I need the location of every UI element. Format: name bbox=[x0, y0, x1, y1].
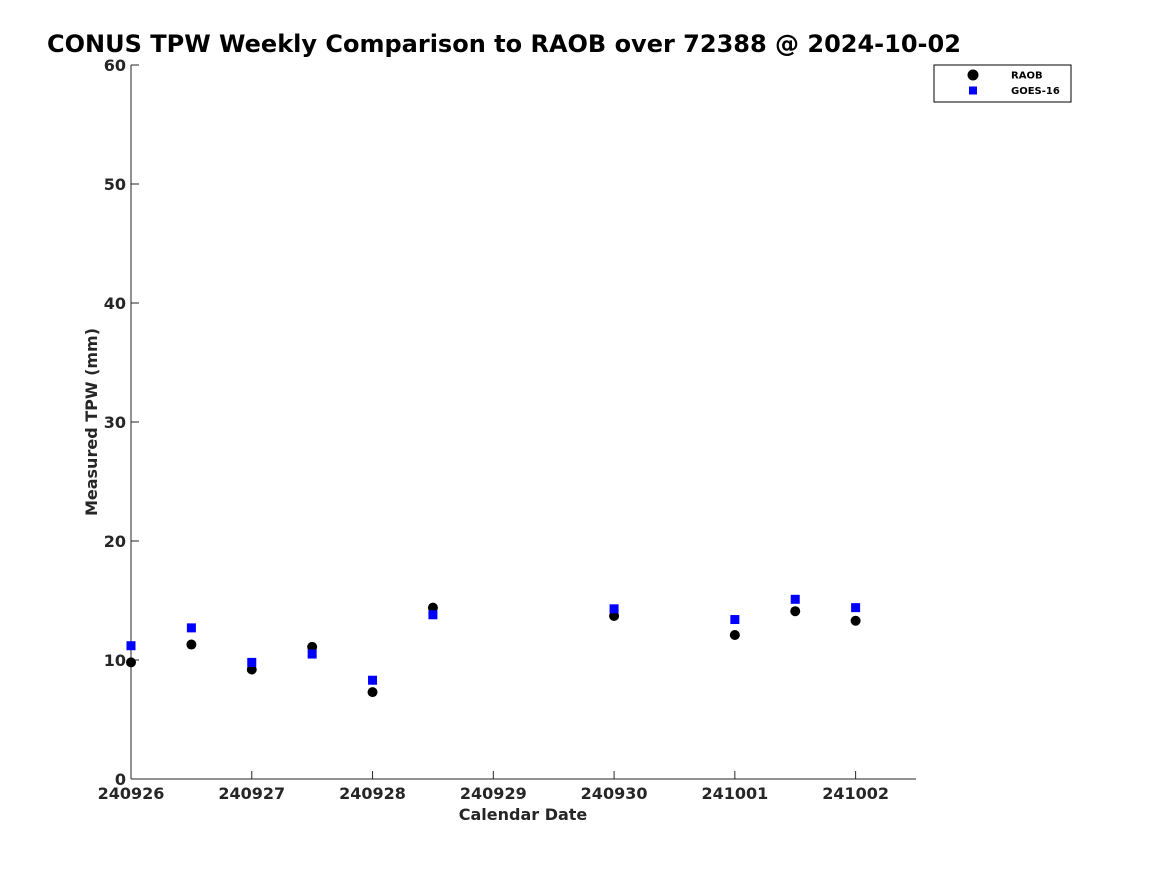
point-raob bbox=[729, 630, 740, 641]
point-goes-16 bbox=[730, 615, 740, 625]
x-axis-label: Calendar Date bbox=[459, 805, 588, 824]
y-axis-label: Measured TPW (mm) bbox=[82, 328, 101, 516]
point-goes-16 bbox=[368, 675, 378, 685]
point-goes-16 bbox=[428, 610, 438, 620]
tick-marks bbox=[130, 64, 857, 780]
x-tick-label: 240926 bbox=[98, 784, 165, 803]
x-tick-label: 241002 bbox=[822, 784, 889, 803]
y-tick-label: 30 bbox=[104, 413, 126, 432]
y-tick-label: 40 bbox=[104, 294, 126, 313]
point-raob bbox=[367, 687, 378, 698]
legend-label-goes-16: GOES-16 bbox=[1011, 86, 1060, 97]
x-tick-label: 240927 bbox=[218, 784, 285, 803]
y-tick-label: 50 bbox=[104, 175, 126, 194]
x-tick-label: 240929 bbox=[460, 784, 527, 803]
point-goes-16 bbox=[247, 657, 257, 667]
point-goes-16 bbox=[307, 649, 317, 659]
legend-box bbox=[933, 64, 1072, 103]
legend-marker-goes-16 bbox=[969, 86, 977, 95]
point-goes-16 bbox=[851, 603, 861, 613]
point-goes-16 bbox=[186, 623, 196, 633]
legend-marker-raob bbox=[967, 69, 979, 81]
legend: RAOB GOES-16 bbox=[933, 64, 1072, 103]
point-raob bbox=[307, 641, 318, 652]
legend-label-raob: RAOB bbox=[1011, 71, 1043, 82]
point-raob bbox=[126, 657, 136, 668]
y-tick-label: 20 bbox=[104, 532, 126, 551]
point-raob bbox=[186, 639, 197, 650]
point-goes-16 bbox=[790, 594, 800, 604]
point-raob bbox=[246, 664, 257, 675]
x-tick-label: 240930 bbox=[581, 784, 648, 803]
y-tick-label: 60 bbox=[104, 56, 126, 75]
chart-title: CONUS TPW Weekly Comparison to RAOB over… bbox=[47, 30, 961, 58]
point-raob bbox=[427, 602, 438, 613]
point-goes-16 bbox=[609, 604, 619, 614]
x-tick-label: 240928 bbox=[339, 784, 406, 803]
x-tick-label: 241001 bbox=[701, 784, 768, 803]
point-raob bbox=[850, 615, 861, 626]
y-tick-label: 10 bbox=[104, 651, 126, 670]
point-raob bbox=[609, 610, 620, 621]
point-raob bbox=[790, 606, 801, 617]
tick-labels: 0 10 20 30 40 50 60 240926 240927 240928 240929 240… bbox=[98, 56, 889, 803]
data-points bbox=[126, 594, 861, 698]
point-goes-16 bbox=[126, 641, 136, 651]
y-tick-label: 0 bbox=[115, 770, 126, 789]
